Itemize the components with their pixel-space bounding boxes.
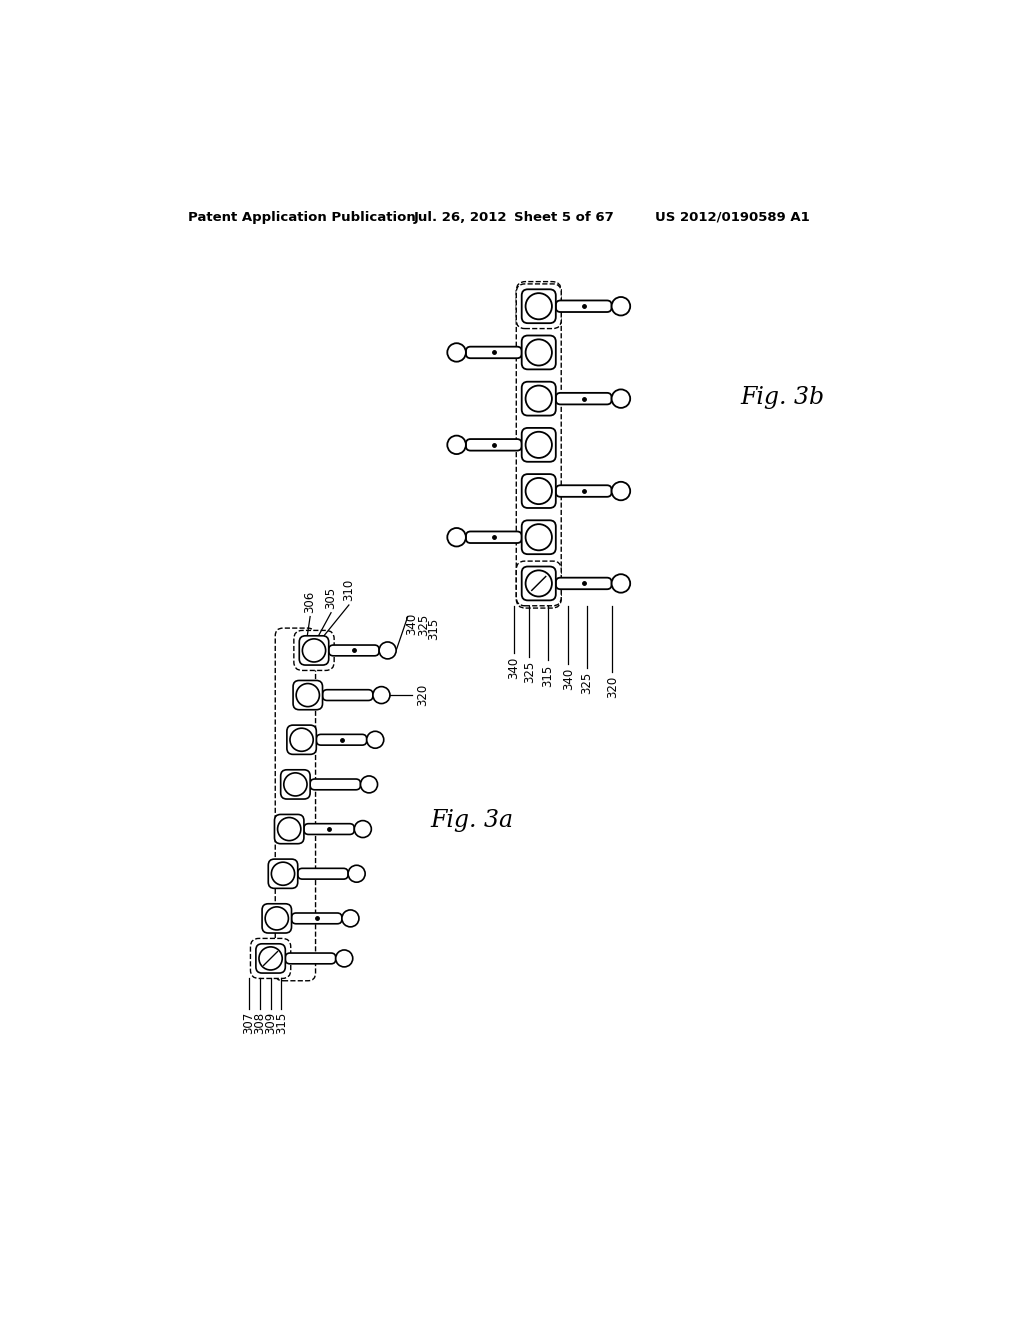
FancyBboxPatch shape xyxy=(521,474,556,508)
Text: 306: 306 xyxy=(304,590,316,612)
FancyBboxPatch shape xyxy=(294,631,334,671)
FancyBboxPatch shape xyxy=(466,532,521,543)
FancyBboxPatch shape xyxy=(521,566,556,601)
FancyBboxPatch shape xyxy=(516,284,561,329)
FancyBboxPatch shape xyxy=(316,734,367,744)
Circle shape xyxy=(611,297,630,315)
FancyBboxPatch shape xyxy=(293,681,323,710)
Circle shape xyxy=(259,946,283,970)
Text: 325: 325 xyxy=(581,672,593,694)
Text: 340: 340 xyxy=(508,656,520,678)
FancyBboxPatch shape xyxy=(275,628,315,981)
FancyBboxPatch shape xyxy=(521,381,556,416)
FancyBboxPatch shape xyxy=(556,486,611,496)
Circle shape xyxy=(447,436,466,454)
FancyBboxPatch shape xyxy=(556,393,611,404)
Circle shape xyxy=(525,570,552,597)
Circle shape xyxy=(367,731,384,748)
Circle shape xyxy=(379,642,396,659)
Text: Sheet 5 of 67: Sheet 5 of 67 xyxy=(514,211,613,224)
Circle shape xyxy=(342,909,359,927)
Text: 340: 340 xyxy=(562,668,574,690)
FancyBboxPatch shape xyxy=(521,289,556,323)
Circle shape xyxy=(348,866,366,882)
FancyBboxPatch shape xyxy=(304,824,354,834)
Text: Fig. 3b: Fig. 3b xyxy=(740,385,824,409)
Circle shape xyxy=(284,774,307,796)
Text: Patent Application Publication: Patent Application Publication xyxy=(188,211,416,224)
Circle shape xyxy=(354,821,372,838)
Circle shape xyxy=(302,639,326,663)
Text: 320: 320 xyxy=(606,676,618,698)
FancyBboxPatch shape xyxy=(310,779,360,789)
FancyBboxPatch shape xyxy=(329,645,379,656)
FancyBboxPatch shape xyxy=(251,939,291,978)
Text: 325: 325 xyxy=(417,614,430,636)
Circle shape xyxy=(447,343,466,362)
Circle shape xyxy=(611,482,630,500)
FancyBboxPatch shape xyxy=(556,301,611,312)
Text: 308: 308 xyxy=(253,1011,266,1034)
FancyBboxPatch shape xyxy=(256,944,286,973)
FancyBboxPatch shape xyxy=(516,281,561,609)
Circle shape xyxy=(271,862,295,886)
Circle shape xyxy=(525,524,552,550)
Circle shape xyxy=(296,684,319,706)
Text: 315: 315 xyxy=(427,618,440,640)
Text: 309: 309 xyxy=(264,1011,278,1034)
FancyBboxPatch shape xyxy=(521,520,556,554)
Circle shape xyxy=(525,432,552,458)
FancyBboxPatch shape xyxy=(286,953,336,964)
Circle shape xyxy=(611,574,630,593)
FancyBboxPatch shape xyxy=(299,636,329,665)
Text: Jul. 26, 2012: Jul. 26, 2012 xyxy=(414,211,507,224)
FancyBboxPatch shape xyxy=(521,335,556,370)
Circle shape xyxy=(611,389,630,408)
Circle shape xyxy=(373,686,390,704)
Circle shape xyxy=(525,478,552,504)
Text: US 2012/0190589 A1: US 2012/0190589 A1 xyxy=(655,211,810,224)
FancyBboxPatch shape xyxy=(268,859,298,888)
Text: 315: 315 xyxy=(542,664,555,686)
FancyBboxPatch shape xyxy=(262,904,292,933)
FancyBboxPatch shape xyxy=(281,770,310,799)
Text: 320: 320 xyxy=(417,684,429,706)
FancyBboxPatch shape xyxy=(466,347,521,358)
Circle shape xyxy=(447,528,466,546)
FancyBboxPatch shape xyxy=(287,725,316,755)
FancyBboxPatch shape xyxy=(323,689,373,701)
Circle shape xyxy=(278,817,301,841)
Circle shape xyxy=(525,385,552,412)
Text: 307: 307 xyxy=(243,1011,255,1034)
Circle shape xyxy=(360,776,378,793)
Text: 315: 315 xyxy=(275,1011,288,1034)
Text: Fig. 3a: Fig. 3a xyxy=(430,809,513,832)
Circle shape xyxy=(525,293,552,319)
Circle shape xyxy=(265,907,289,929)
FancyBboxPatch shape xyxy=(556,578,611,589)
FancyBboxPatch shape xyxy=(292,913,342,924)
FancyBboxPatch shape xyxy=(274,814,304,843)
FancyBboxPatch shape xyxy=(466,440,521,450)
Circle shape xyxy=(525,339,552,366)
Text: 325: 325 xyxy=(523,660,536,682)
Text: 310: 310 xyxy=(342,579,355,601)
FancyBboxPatch shape xyxy=(521,428,556,462)
FancyBboxPatch shape xyxy=(298,869,348,879)
FancyBboxPatch shape xyxy=(516,561,561,606)
Text: 305: 305 xyxy=(325,586,338,609)
Text: 340: 340 xyxy=(406,612,418,635)
Circle shape xyxy=(290,729,313,751)
Circle shape xyxy=(336,950,352,968)
